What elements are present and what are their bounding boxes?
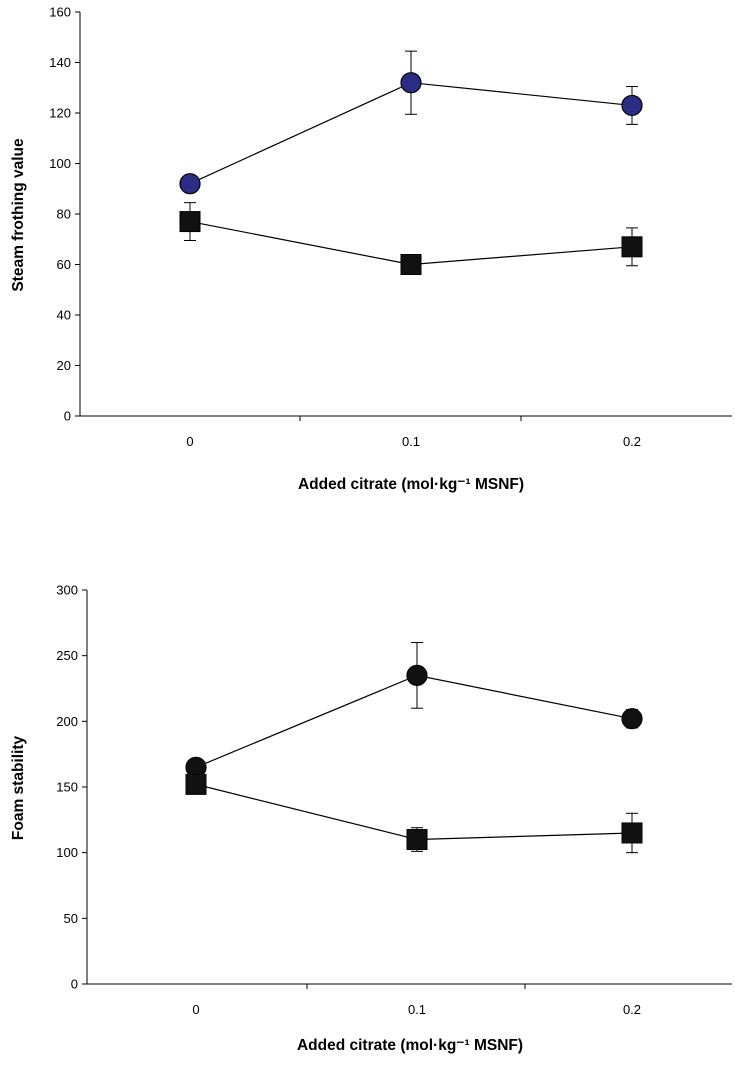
y-tick-label: 0 — [71, 977, 78, 992]
foam-stability-chart: 0 50 100 150 200 250 300 0 0.1 0.2 Added citrate … — [10, 583, 732, 1054]
y-tick-label: 50 — [64, 911, 78, 926]
y-tick-label: 20 — [57, 358, 71, 373]
x-axis-title: Added citrate (mol·kg⁻¹ MSNF) — [297, 1037, 523, 1054]
y-tick-label: 250 — [56, 648, 78, 663]
x-tick-label: 0.1 — [402, 434, 420, 449]
x-tick-label: 0.2 — [623, 1002, 641, 1017]
data-point-circle — [621, 94, 643, 117]
y-tick-label: 0 — [64, 409, 71, 424]
y-tick-label: 60 — [57, 257, 71, 272]
y-tick-label: 40 — [57, 308, 71, 323]
y-tick-label: 80 — [57, 207, 71, 222]
steam-frothing-chart: 0 20 40 60 80 100 120 140 160 0 0.1 0.2 Added citra… — [10, 5, 732, 493]
plot-area: 0 20 40 60 80 100 120 140 160 0 0.1 0.2 — [49, 5, 732, 449]
data-point-circle — [179, 173, 201, 195]
data-point-square — [400, 254, 422, 275]
y-tick-label: 300 — [56, 583, 78, 598]
data-point-square — [621, 236, 643, 258]
data-point-circle — [406, 664, 428, 686]
data-point-circle — [400, 72, 422, 94]
data-point-square — [179, 211, 201, 233]
data-point-square — [406, 829, 428, 851]
x-tick-label: 0 — [192, 1002, 199, 1017]
y-axis-title: Foam stability — [10, 736, 27, 841]
data-point-square — [185, 773, 207, 795]
y-tick-label: 150 — [56, 780, 78, 795]
data-point-circle — [621, 708, 643, 730]
y-tick-label: 120 — [49, 106, 71, 121]
y-tick-label: 140 — [49, 55, 71, 70]
y-tick-label: 100 — [49, 156, 71, 171]
x-tick-label: 0 — [186, 434, 193, 449]
x-axis-title: Added citrate (mol·kg⁻¹ MSNF) — [298, 476, 524, 493]
y-tick-label: 100 — [56, 845, 78, 860]
data-point-square — [621, 822, 643, 844]
plot-area: 0 50 100 150 200 250 300 0 0.1 0.2 — [56, 583, 732, 1017]
x-tick-label: 0.2 — [623, 434, 641, 449]
y-tick-label: 200 — [56, 714, 78, 729]
y-tick-label: 160 — [49, 5, 71, 20]
x-tick-label: 0.1 — [408, 1002, 426, 1017]
series-line — [195, 674, 633, 768]
y-axis-title: Steam frothing value — [10, 138, 27, 292]
